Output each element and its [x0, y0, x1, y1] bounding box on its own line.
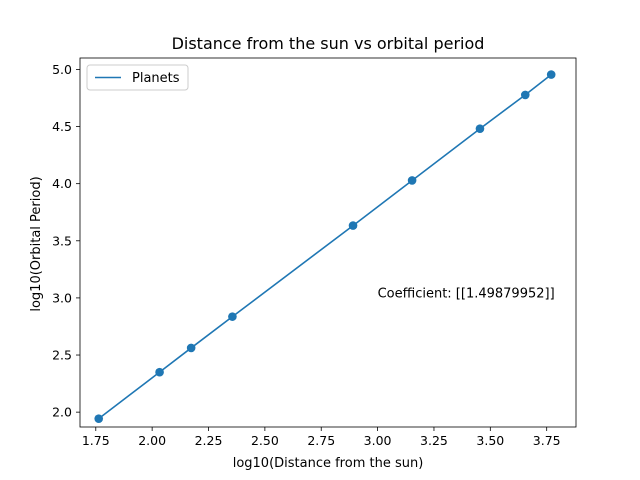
axes-frame [79, 57, 577, 428]
x-tick-label: 2.00 [138, 433, 166, 448]
y-tick-label: 3.5 [52, 233, 72, 248]
x-tick-label: 3.50 [476, 433, 504, 448]
y-tick-label: 5.0 [52, 62, 72, 77]
coefficient-annotation: Coefficient: [[1.49879952]] [378, 286, 555, 301]
y-tick-label: 4.0 [52, 176, 72, 191]
legend-box [86, 64, 189, 91]
data-point [155, 367, 164, 377]
y-tick-label: 2.5 [52, 348, 72, 363]
data-point [407, 176, 417, 185]
x-tick-label: 3.00 [364, 433, 392, 448]
legend-label: Planets [132, 71, 180, 86]
y-axis-label: log10(Orbital Period) [29, 176, 44, 311]
x-tick-label: 3.75 [533, 433, 561, 448]
x-tick-label: 2.75 [307, 433, 335, 448]
data-point [475, 124, 485, 134]
plot-area: 1.75 2.00 2.25 2.50 2.75 3.00 3.25 3.50 3.75 2.0 2… [52, 57, 577, 448]
data-point [228, 312, 237, 321]
data-point [94, 414, 104, 423]
data-point [348, 221, 358, 230]
x-tick-label: 3.25 [420, 433, 448, 448]
y-tick-label: 3.0 [52, 290, 72, 305]
data-point [520, 90, 530, 100]
x-tick-label: 2.25 [195, 433, 223, 448]
data-point [186, 343, 196, 353]
x-tick-label: 2.50 [251, 433, 279, 448]
chart-title: Distance from the sun vs orbital period [172, 34, 485, 53]
y-tick-label: 4.5 [52, 119, 72, 134]
x-tick-label: 1.75 [82, 433, 110, 448]
y-tick-label: 2.0 [52, 405, 72, 420]
data-point [546, 70, 556, 79]
x-axis-label: log10(Distance from the sun) [233, 456, 424, 471]
